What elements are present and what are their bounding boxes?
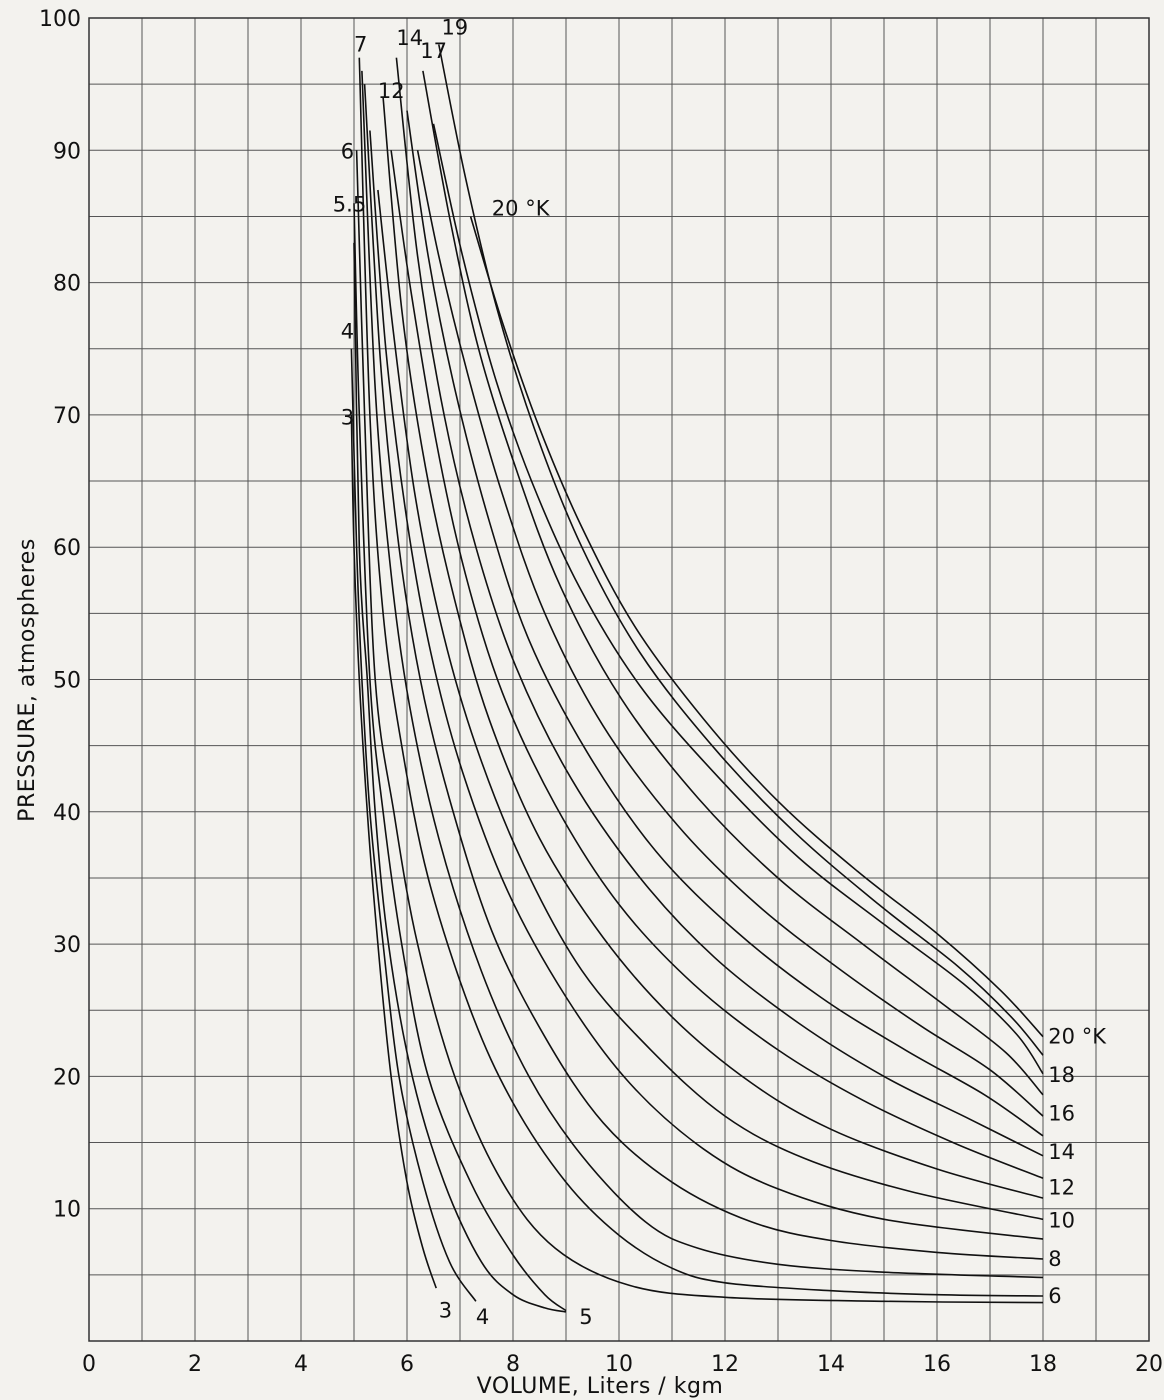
curve-label-bottom: 5 xyxy=(579,1305,592,1329)
isotherm-7K xyxy=(358,57,1044,1297)
isotherm-14K xyxy=(395,57,1044,1157)
y-tick-label: 100 xyxy=(39,7,81,32)
curve-label-right: 8 xyxy=(1048,1247,1061,1271)
isotherm-6K xyxy=(355,150,1044,1304)
curve-label-right: 18 xyxy=(1048,1063,1075,1087)
x-axis-label: VOLUME, Liters / kgm xyxy=(477,1374,724,1399)
y-tick-label: 90 xyxy=(53,139,81,164)
isotherm-12K xyxy=(382,97,1044,1199)
y-tick-label: 60 xyxy=(53,536,81,561)
tick-labels: 0 2 4 6 8 10 12 14 16 18 20 10 20 30 40 50 60 70 80 90 100 xyxy=(39,7,1163,1377)
y-tick-label: 80 xyxy=(53,272,81,297)
plot-frame xyxy=(88,17,1150,1342)
x-tick-label: 8 xyxy=(506,1352,520,1377)
x-tick-label: 2 xyxy=(188,1352,202,1377)
x-tick-label: 12 xyxy=(711,1352,739,1377)
curve-label-top: 20 °K xyxy=(492,197,551,221)
y-tick-label: 70 xyxy=(53,404,81,429)
curve-label-top: 6 xyxy=(341,140,354,164)
isotherm-13K xyxy=(390,150,1044,1180)
curve-label-top: 12 xyxy=(378,79,405,103)
curve-label-top: 19 xyxy=(441,15,468,39)
x-tick-label: 6 xyxy=(400,1352,414,1377)
curve-label-right: 12 xyxy=(1048,1176,1075,1200)
isotherm-9K xyxy=(363,84,1044,1260)
isotherm-5.5K xyxy=(353,203,567,1312)
curve-label-right: 16 xyxy=(1048,1101,1075,1125)
isotherm-8K xyxy=(361,70,1044,1279)
y-tick-label: 40 xyxy=(53,801,81,826)
curve-label-top: 17 xyxy=(420,39,447,63)
curve-label-right: 6 xyxy=(1048,1284,1061,1308)
y-tick-label: 30 xyxy=(53,933,81,958)
y-axis-label: PRESSURE, atmospheres xyxy=(15,538,40,822)
y-tick-label: 10 xyxy=(53,1198,81,1223)
curve-label-bottom: 4 xyxy=(476,1305,489,1329)
isotherm-20K xyxy=(469,216,1044,1038)
x-tick-label: 16 xyxy=(923,1352,951,1377)
isotherm-11K xyxy=(377,189,1044,1221)
curve-label-top: 3 xyxy=(341,406,354,430)
curve-label-bottom: 3 xyxy=(439,1299,452,1323)
x-tick-label: 14 xyxy=(817,1352,845,1377)
curve-label-top: 4 xyxy=(341,320,354,344)
x-tick-label: 18 xyxy=(1029,1352,1057,1377)
isotherm-15K xyxy=(406,110,1044,1137)
isotherm-18K xyxy=(432,123,1044,1075)
isotherm-curves xyxy=(350,44,1044,1313)
curve-label-top: 7 xyxy=(354,32,367,56)
y-tick-label: 50 xyxy=(53,669,81,694)
isotherm-10K xyxy=(369,130,1044,1240)
x-tick-label: 10 xyxy=(605,1352,633,1377)
isotherm-16K xyxy=(416,150,1044,1117)
isotherm-5K xyxy=(353,242,567,1313)
curve-label-top: 14 xyxy=(396,26,423,50)
curve-label-right: 20 °K xyxy=(1048,1025,1107,1049)
curve-label-right: 14 xyxy=(1048,1140,1075,1164)
curve-label-top: 5.5 xyxy=(333,193,366,217)
grid xyxy=(88,17,1150,1342)
isotherm-4K xyxy=(350,348,477,1302)
isotherm-17K xyxy=(422,70,1044,1096)
isotherm-3K xyxy=(350,414,437,1289)
x-tick-label: 4 xyxy=(294,1352,308,1377)
x-tick-label: 20 xyxy=(1135,1352,1163,1377)
y-tick-label: 20 xyxy=(53,1065,81,1090)
x-tick-label: 0 xyxy=(82,1352,96,1377)
curve-label-right: 10 xyxy=(1048,1209,1075,1233)
